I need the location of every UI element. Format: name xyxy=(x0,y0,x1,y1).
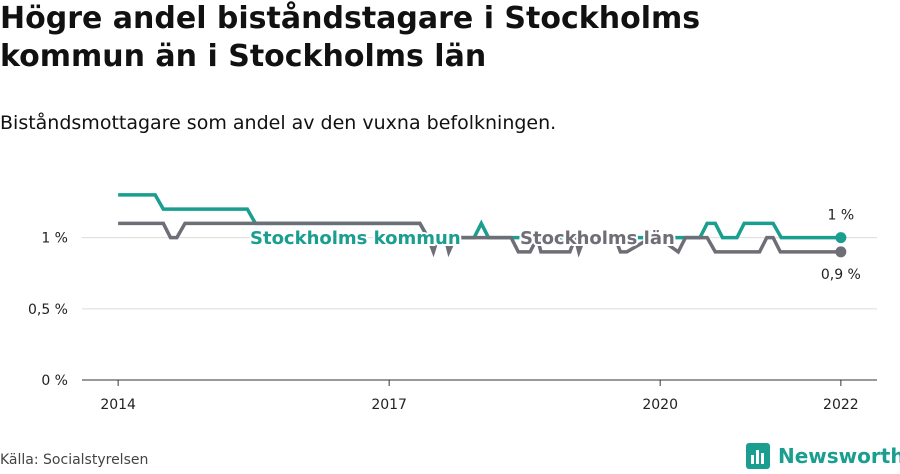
y-tick-label: 1 % xyxy=(41,231,68,247)
x-tick-label: 2022 xyxy=(823,397,859,413)
title-line: kommun än i Stockholms län xyxy=(0,39,487,74)
logo-icon-bar xyxy=(751,455,754,464)
logo-icon-bar xyxy=(761,453,764,464)
series-line xyxy=(118,193,841,240)
title-line: Högre andel biståndstagare i Stockholms xyxy=(0,1,701,36)
subtitle: Biståndsmottagare som andel av den vuxna… xyxy=(0,112,557,134)
series-label: Stockholms kommun xyxy=(250,228,461,249)
brand: Newsworthy xyxy=(778,444,900,468)
x-tick-label: 2020 xyxy=(642,397,678,413)
series-label: Stockholms län xyxy=(520,228,675,249)
series-line xyxy=(118,221,841,258)
end-point xyxy=(835,232,847,244)
x-tick-label: 2014 xyxy=(100,397,136,413)
logo-icon-bar xyxy=(756,450,759,464)
logo: Newsworthy xyxy=(746,443,900,469)
x-tick-label: 2017 xyxy=(371,397,407,413)
end-point xyxy=(835,246,847,258)
y-tick-label: 0,5 % xyxy=(28,302,68,318)
value-label: 1 % xyxy=(828,208,855,224)
chart-title: Högre andel biståndstagare i Stockholms … xyxy=(0,0,700,76)
y-tick-label: 0 % xyxy=(41,373,68,389)
source: Källa: Socialstyrelsen xyxy=(0,452,148,468)
value-label: 0,9 % xyxy=(821,267,861,283)
